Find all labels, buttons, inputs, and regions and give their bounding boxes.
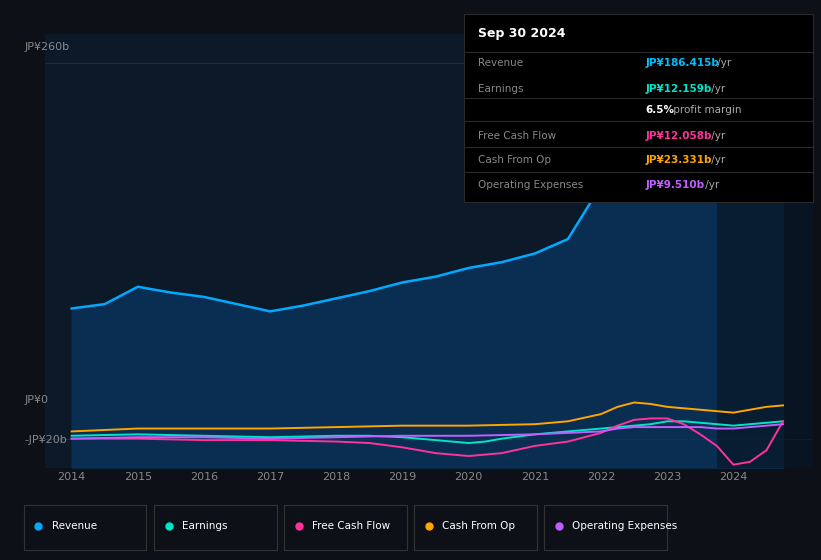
- Text: Revenue: Revenue: [478, 58, 523, 68]
- Text: JP¥9.510b: JP¥9.510b: [645, 180, 704, 190]
- Text: Revenue: Revenue: [52, 521, 97, 531]
- Text: Cash From Op: Cash From Op: [478, 155, 551, 165]
- Text: /yr: /yr: [708, 84, 726, 94]
- Text: profit margin: profit margin: [671, 105, 742, 115]
- Text: JP¥186.415b: JP¥186.415b: [645, 58, 719, 68]
- FancyBboxPatch shape: [284, 505, 406, 550]
- Text: Operating Expenses: Operating Expenses: [478, 180, 583, 190]
- Text: /yr: /yr: [702, 180, 719, 190]
- Text: Operating Expenses: Operating Expenses: [572, 521, 677, 531]
- Text: Earnings: Earnings: [478, 84, 523, 94]
- Text: Cash From Op: Cash From Op: [442, 521, 515, 531]
- FancyBboxPatch shape: [25, 505, 146, 550]
- Text: Free Cash Flow: Free Cash Flow: [478, 131, 556, 141]
- Text: -JP¥20b: -JP¥20b: [25, 435, 67, 445]
- Text: JP¥23.331b: JP¥23.331b: [645, 155, 712, 165]
- FancyBboxPatch shape: [415, 505, 537, 550]
- Bar: [717, 34, 821, 468]
- FancyBboxPatch shape: [154, 505, 277, 550]
- Text: JP¥12.159b: JP¥12.159b: [645, 84, 712, 94]
- Text: JP¥12.058b: JP¥12.058b: [645, 131, 712, 141]
- Text: JP¥0: JP¥0: [25, 395, 48, 405]
- Text: Free Cash Flow: Free Cash Flow: [312, 521, 390, 531]
- Text: /yr: /yr: [708, 131, 726, 141]
- Text: 6.5%: 6.5%: [645, 105, 674, 115]
- FancyBboxPatch shape: [544, 505, 667, 550]
- Text: /yr: /yr: [714, 58, 732, 68]
- Text: Sep 30 2024: Sep 30 2024: [478, 27, 566, 40]
- Text: JP¥260b: JP¥260b: [25, 42, 70, 52]
- Text: /yr: /yr: [708, 155, 726, 165]
- Text: Earnings: Earnings: [182, 521, 227, 531]
